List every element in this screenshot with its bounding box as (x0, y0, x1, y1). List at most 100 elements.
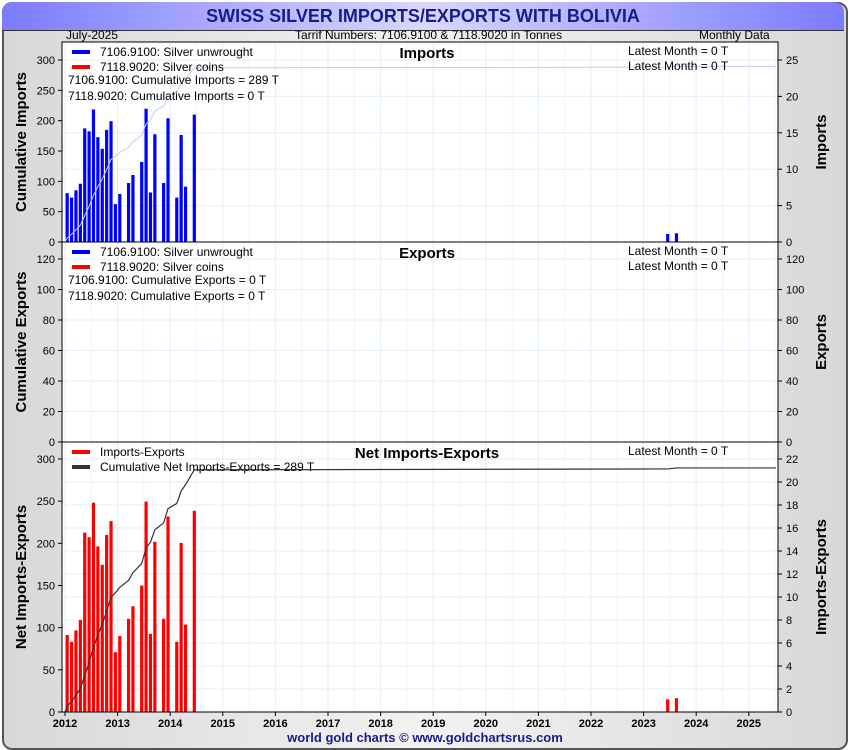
bar (144, 501, 148, 712)
bar (175, 641, 179, 712)
y2-axis-label: Imports-Exports (813, 519, 830, 635)
x-tick-label: 2025 (737, 718, 761, 730)
bar (126, 183, 131, 242)
legend-swatch (72, 50, 90, 54)
panel-title: Imports (399, 45, 454, 62)
bar (183, 186, 188, 242)
bar (140, 585, 144, 712)
latest-month-note: Latest Month = 0 T (628, 259, 729, 273)
bar (96, 546, 100, 712)
y-axis-label: Cumulative Imports (13, 72, 30, 212)
bar (131, 175, 135, 242)
x-tick-label: 2020 (474, 718, 498, 730)
bar (83, 128, 87, 242)
bar (166, 118, 170, 242)
y-tick-label: 50 (43, 665, 55, 677)
y-tick-label: 80 (43, 315, 55, 327)
bar (78, 620, 82, 712)
bar (140, 161, 144, 242)
bar (674, 233, 679, 242)
bar (166, 516, 170, 712)
y2-tick-label: 20 (786, 407, 798, 419)
y2-axis-label: Exports (813, 314, 830, 370)
x-tick-label: 2013 (105, 718, 129, 730)
bar (192, 114, 196, 242)
cumulative-note: 7118.9020: Cumulative Imports = 0 T (68, 89, 265, 103)
bar (179, 542, 183, 712)
y2-tick-label: 120 (786, 254, 804, 266)
y2-tick-label: 0 (786, 437, 792, 449)
footer-credit: world gold charts © www.goldchartsrus.co… (287, 730, 563, 745)
latest-month-note: Latest Month = 0 T (628, 244, 729, 258)
x-tick-label: 2017 (316, 718, 340, 730)
y2-tick-label: 6 (786, 638, 792, 650)
bar (100, 564, 104, 712)
cumulative-note: 7106.9100: Cumulative Exports = 0 T (68, 273, 267, 287)
bar (100, 148, 104, 242)
y-tick-label: 40 (43, 376, 55, 388)
y2-tick-label: 14 (786, 546, 798, 558)
legend-label: 7118.9020: Silver coins (100, 60, 224, 74)
bar (96, 137, 100, 242)
cumulative-line (64, 467, 776, 713)
bar (83, 532, 87, 712)
legend-label: 7118.9020: Silver coins (100, 260, 224, 274)
legend-label: 7106.9100: Silver unwrought (100, 45, 253, 59)
bar (153, 541, 157, 712)
plot-area (62, 242, 778, 442)
legend-label: Imports-Exports (100, 445, 185, 459)
cumulative-note: 7118.9020: Cumulative Exports = 0 T (68, 289, 266, 303)
y2-tick-label: 8 (786, 615, 792, 627)
y2-tick-label: 4 (786, 661, 792, 673)
legend-swatch (72, 65, 90, 69)
y2-tick-label: 100 (786, 285, 804, 297)
y2-tick-label: 60 (786, 346, 798, 358)
cumulative-line (64, 65, 776, 243)
y2-tick-label: 80 (786, 315, 798, 327)
y2-tick-label: 10 (786, 592, 798, 604)
bar (87, 131, 91, 242)
plot-border (61, 441, 779, 713)
y2-tick-label: 5 (786, 201, 792, 213)
x-tick-label: 2023 (631, 718, 655, 730)
latest-month-note: Latest Month = 0 T (628, 44, 729, 58)
bar (131, 606, 135, 712)
bar (179, 134, 183, 242)
bar (105, 534, 109, 712)
x-tick-label: 2012 (53, 718, 77, 730)
bar (162, 183, 166, 242)
y-axis-label: Cumulative Exports (13, 272, 30, 413)
bar (666, 233, 670, 242)
y2-tick-label: 20 (786, 477, 798, 489)
y2-tick-label: 40 (786, 376, 798, 388)
legend-swatch (72, 250, 90, 254)
y-tick-label: 200 (37, 116, 55, 128)
y-tick-label: 100 (37, 623, 55, 635)
legend-label: 7106.9100: Silver unwrought (100, 245, 253, 259)
y2-tick-label: 16 (786, 523, 798, 535)
bar (666, 699, 670, 712)
bar (91, 502, 96, 712)
y2-axis-label: Imports (813, 114, 830, 169)
y2-tick-label: 0 (786, 237, 792, 249)
y-tick-label: 150 (37, 581, 55, 593)
bar (69, 641, 74, 712)
bar (162, 618, 166, 712)
y-tick-label: 200 (37, 538, 55, 550)
panel-title: Exports (399, 245, 455, 262)
x-tick-label: 2018 (368, 718, 392, 730)
x-tick-label: 2014 (158, 718, 183, 730)
y-axis-label: Net Imports-Exports (13, 505, 30, 649)
bar (192, 510, 196, 712)
x-tick-label: 2019 (421, 718, 445, 730)
legend-label: Cumulative Net Imports-Exports = 289 T (100, 460, 315, 474)
bar (674, 698, 679, 712)
x-tick-label: 2022 (579, 718, 603, 730)
bar (183, 624, 188, 712)
bar (148, 192, 153, 242)
bar (74, 630, 78, 712)
bar (175, 197, 179, 242)
y-tick-label: 120 (37, 254, 55, 266)
latest-month-note: Latest Month = 0 T (628, 444, 729, 458)
